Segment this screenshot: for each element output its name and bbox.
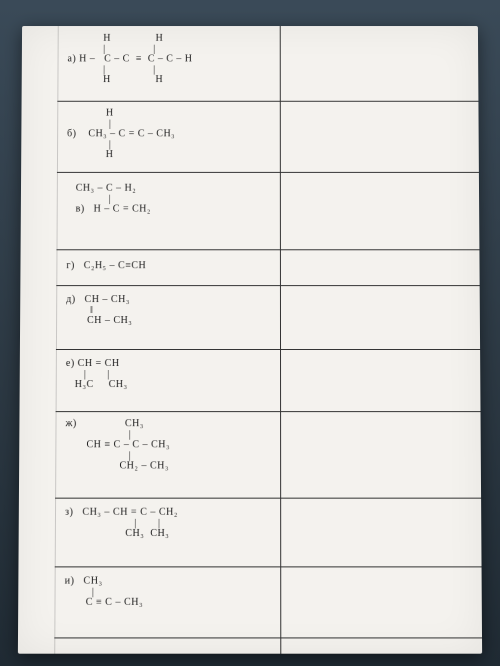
formula-cell-a: H H | | а) H – C – C ≡ C – C – H | | H H bbox=[67, 34, 273, 86]
worksheet-paper: H H | | а) H – C – C ≡ C – C – H | | H H… bbox=[18, 26, 482, 654]
left-margin-line bbox=[54, 26, 59, 654]
formula-cell-i: и) CH₃ | C ≡ C – CH₃ bbox=[65, 577, 275, 609]
formula-cell-e: е) CH = CH | | H₃C CH₃ bbox=[66, 359, 274, 391]
formula-cell-g: г) C₂H₅ – C≡CH bbox=[66, 261, 274, 271]
row-divider bbox=[56, 285, 479, 286]
formula-cell-d: д) CH – CH₃ ‖ CH – CH₃ bbox=[66, 295, 274, 326]
formula-cell-zh: ж) CH₃ | CH ≡ C – C – CH₃ | CH₂ – CH₃ bbox=[65, 419, 274, 472]
row-divider bbox=[57, 101, 478, 102]
formula-cell-z: з) CH₃ – CH = C – CH₂ | | CH₃ CH₃ bbox=[65, 508, 274, 540]
row-divider bbox=[57, 172, 479, 173]
row-divider bbox=[56, 249, 479, 250]
row-divider bbox=[54, 637, 482, 638]
formula-cell-v: CH₃ – C – H₂ | в) H – C = CH₂ bbox=[67, 184, 274, 215]
sheet: H H | | а) H – C – C ≡ C – C – H | | H H… bbox=[18, 26, 482, 654]
row-divider bbox=[56, 411, 481, 412]
row-divider bbox=[55, 566, 482, 567]
column-divider bbox=[280, 26, 282, 654]
formula-cell-b: H | б) CH₃ – C = C – CH₃ | H bbox=[67, 109, 274, 161]
photo-frame: H H | | а) H – C – C ≡ C – C – H | | H H… bbox=[0, 0, 500, 666]
row-divider bbox=[56, 349, 480, 350]
row-divider bbox=[55, 498, 481, 499]
